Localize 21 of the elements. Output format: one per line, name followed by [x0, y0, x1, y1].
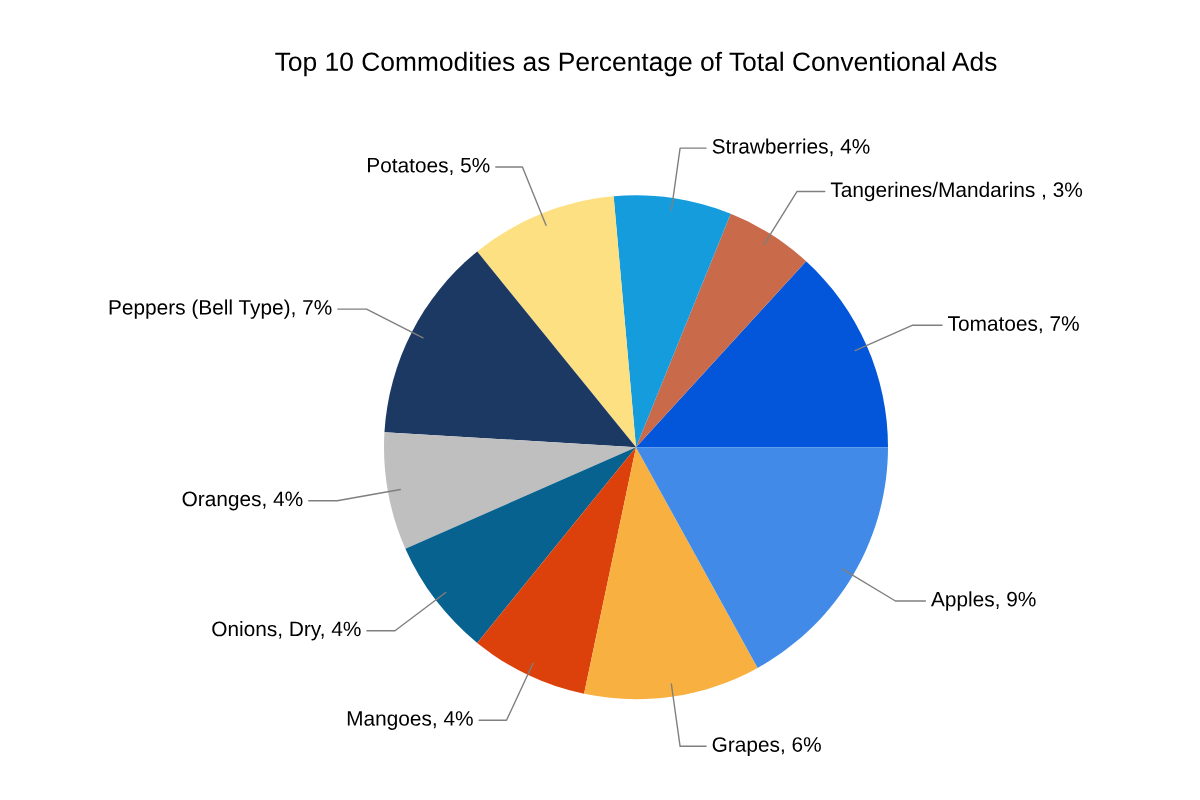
- pie-slice: [636, 213, 807, 448]
- slice-label: Tangerines/Mandarins , 3%: [830, 181, 1083, 202]
- pie-slice: [613, 195, 731, 448]
- slice-label: Peppers (Bell Type), 7%: [109, 299, 332, 319]
- slice-label: Apples, 9%: [931, 591, 1036, 611]
- pie-slice: [636, 261, 888, 448]
- pie-slice: [405, 447, 636, 643]
- slice-label: Grapes, 6%: [712, 737, 821, 756]
- slice-label: Onions, Dry, 4%: [212, 620, 361, 641]
- pie-slice: [584, 447, 758, 700]
- chart-title: Top 10 Commodities as Percentage of Total Conventional Ads: [275, 51, 997, 77]
- pie-slice: [384, 251, 636, 448]
- pie-slice: [636, 447, 888, 668]
- pie-slice: [384, 432, 636, 549]
- pie-slice: [477, 447, 636, 694]
- slice-label: Potatoes, 5%: [368, 157, 490, 176]
- pie-slice: [477, 196, 636, 448]
- slice-label: Mangoes, 4%: [347, 711, 473, 730]
- slice-label: Oranges, 4%: [182, 491, 303, 511]
- slice-label: Strawberries, 4%: [712, 138, 870, 157]
- slice-label: Tomatoes, 7%: [948, 316, 1079, 334]
